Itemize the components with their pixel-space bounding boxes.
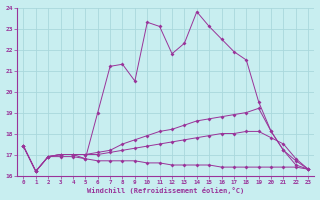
X-axis label: Windchill (Refroidissement éolien,°C): Windchill (Refroidissement éolien,°C) — [87, 187, 244, 194]
